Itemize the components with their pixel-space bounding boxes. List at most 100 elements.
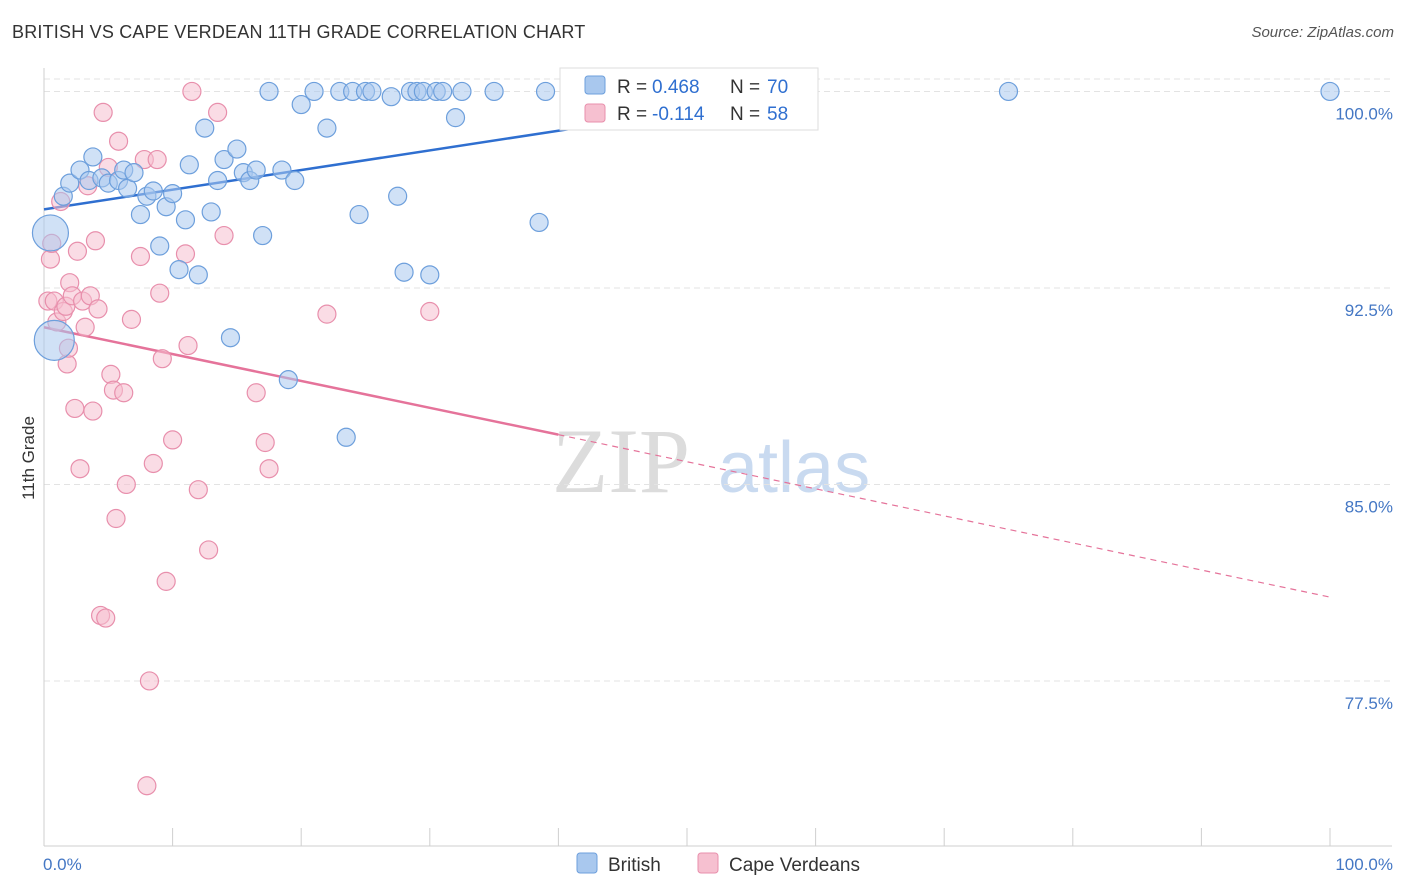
cape-verdean-point [143, 453, 163, 474]
legend-cape-r-value: -0.114 [652, 104, 705, 125]
cape-verdean-point [255, 432, 275, 453]
cape-verdean-point [214, 225, 234, 246]
cape-verdean-point [70, 459, 90, 479]
bottom-legend-swatch-cape [697, 852, 719, 874]
british-point [201, 202, 221, 222]
watermark-atlas: atlas [718, 428, 870, 508]
cape-trend-extension [558, 434, 1331, 598]
legend-swatch-british [584, 75, 606, 95]
british-point [272, 160, 292, 180]
source-note: Source: ZipAtlas.com [1251, 24, 1394, 41]
legend-british-r-label: R = [617, 77, 647, 98]
cape-verdean-point [116, 474, 136, 495]
cape-verdean-point [188, 480, 208, 500]
legend-british-n-value: 70 [767, 77, 788, 98]
british-point [130, 204, 151, 225]
cape-verdean-point [246, 383, 266, 403]
british-point [259, 81, 279, 102]
british-point [214, 149, 234, 170]
british-point [317, 118, 337, 138]
legend-british-r-value: 0.468 [652, 77, 700, 98]
cape-verdean-point [93, 102, 113, 123]
british-point [163, 184, 183, 204]
cape-verdean-points [38, 81, 440, 796]
british-point [246, 160, 266, 180]
british-point [381, 87, 401, 107]
stats-legend: R = 0.468 N = 70 R = -0.114 N = 58 [559, 67, 819, 131]
british-point [420, 265, 440, 285]
cape-trend-line [43, 326, 559, 436]
cape-verdean-point [147, 149, 167, 170]
y-tick-label: 77.5% [1345, 694, 1393, 713]
chart-title: BRITISH VS CAPE VERDEAN 11TH GRADE CORRE… [12, 22, 586, 42]
legend-british-n-label: N = [730, 77, 760, 98]
british-point [83, 147, 103, 167]
british-point [433, 81, 453, 102]
cape-verdean-point [88, 299, 108, 319]
british-point [362, 81, 382, 102]
british-point [452, 81, 472, 102]
british-point [349, 204, 369, 225]
y-tick-label: 92.5% [1345, 301, 1393, 320]
british-point [31, 214, 70, 252]
british-point [253, 225, 273, 246]
cape-verdean-point [121, 309, 142, 329]
british-point [291, 94, 311, 115]
cape-verdean-point [108, 131, 129, 151]
cape-verdean-point [67, 241, 88, 261]
y-tick-label: 85.0% [1345, 497, 1393, 516]
cape-verdean-point [85, 231, 106, 251]
cape-verdean-point [420, 301, 440, 322]
british-point [394, 262, 414, 282]
legend-cape-n-label: N = [730, 104, 760, 125]
watermark-zip: ZIP [552, 410, 690, 512]
cape-verdean-point [182, 81, 202, 102]
british-point [285, 170, 305, 191]
y-tick-labels: 77.5% 85.0% 92.5% 100.0% [1335, 104, 1393, 713]
bottom-legend-cape: Cape Verdeans [729, 855, 860, 876]
british-point [227, 139, 247, 159]
british-point [195, 118, 215, 138]
cape-verdean-point [259, 459, 279, 479]
british-point [188, 265, 208, 285]
cape-verdean-point [137, 776, 157, 796]
british-point [208, 170, 228, 191]
y-tick-label: 100.0% [1335, 104, 1393, 123]
x-tick-label-min: 0.0% [43, 855, 82, 874]
british-point [60, 173, 80, 193]
cape-verdean-point [163, 430, 183, 450]
british-point [179, 155, 199, 175]
cape-verdean-point [96, 608, 116, 628]
british-points [31, 81, 1340, 447]
cape-verdean-point [130, 246, 151, 267]
british-point [175, 210, 196, 230]
british-point [143, 181, 163, 201]
cape-verdean-point [139, 671, 160, 691]
british-point [1320, 81, 1340, 102]
axes [43, 68, 1392, 847]
cape-verdean-point [106, 508, 126, 529]
british-point [304, 81, 324, 102]
cape-verdean-point [156, 571, 176, 591]
legend-swatch-cape [584, 103, 606, 123]
cape-verdean-point [178, 335, 198, 356]
cape-verdean-point [65, 398, 85, 419]
y-axis-label: 11th Grade [19, 416, 38, 500]
cape-verdean-point [83, 401, 103, 421]
british-point [445, 108, 466, 128]
legend-cape-n-value: 58 [767, 104, 788, 125]
cape-verdean-point [150, 283, 170, 303]
british-point [484, 81, 504, 102]
bottom-legend-british: British [608, 855, 661, 876]
british-point [278, 370, 298, 390]
x-tick-label-max: 100.0% [1335, 855, 1393, 874]
british-point [33, 319, 75, 361]
cape-verdean-point [317, 304, 337, 324]
cape-verdean-point [75, 317, 95, 337]
series-legend: British Cape Verdeans [576, 852, 860, 876]
cape-verdean-point [101, 364, 121, 384]
british-point [150, 236, 170, 256]
cape-verdean-point [152, 349, 172, 369]
cape-verdean-point [114, 383, 134, 403]
british-point [220, 328, 241, 348]
